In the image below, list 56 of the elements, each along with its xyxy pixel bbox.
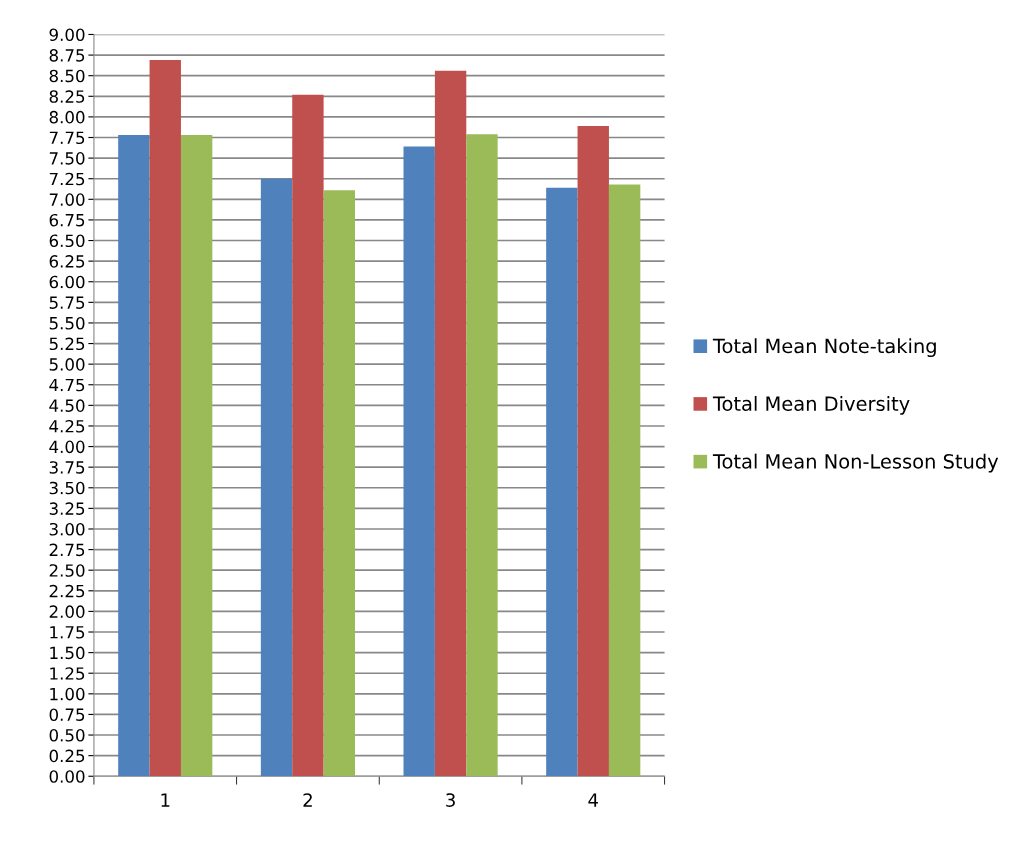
y-tick-label: 1.75 <box>50 626 85 639</box>
y-tick-label: 0.00 <box>49 770 85 783</box>
y-tick-label: 1.25 <box>50 667 85 680</box>
y-tick-label: 3.00 <box>49 522 85 536</box>
y-tick-label: 8.00 <box>49 110 85 124</box>
y-tick-label: 6.75 <box>49 213 85 227</box>
y-tick-label: 0.25 <box>49 749 85 763</box>
bar <box>118 135 150 777</box>
bar <box>466 134 498 777</box>
y-tick-label: 8.50 <box>49 69 85 83</box>
y-tick-label: 3.25 <box>49 502 85 515</box>
y-tick-label: 4.00 <box>49 440 85 454</box>
y-tick-label: 6.50 <box>49 234 85 248</box>
y-tick-label: 5.50 <box>49 316 85 330</box>
y-tick-label: 1.50 <box>50 646 85 660</box>
y-tick-label: 2.75 <box>49 543 85 557</box>
bar <box>292 94 324 777</box>
y-tick-label: 4.75 <box>49 378 85 392</box>
bar <box>608 184 641 777</box>
y-tick-label: 2.25 <box>49 584 85 598</box>
legend-label: Total Mean Non-Lesson Study <box>712 453 999 473</box>
bar <box>260 178 293 777</box>
y-tick-label: 5.00 <box>49 358 85 371</box>
y-tick-label: 6.25 <box>49 255 85 268</box>
y-tick-label: 7.00 <box>49 193 85 206</box>
y-tick-label: 7.75 <box>49 131 85 145</box>
legend-label: Total Mean Diversity <box>712 395 910 415</box>
x-tick-label: 4 <box>588 793 598 807</box>
y-tick-label: 3.50 <box>49 481 85 495</box>
x-tick-label: 1 <box>161 793 170 807</box>
y-tick-label: 3.75 <box>49 461 85 474</box>
y-tick-label: 5.25 <box>49 337 85 351</box>
bar <box>149 60 181 777</box>
y-tick-label: 0.75 <box>49 708 85 721</box>
x-tick-label: 3 <box>446 793 455 807</box>
y-tick-label: 0.50 <box>49 729 85 742</box>
y-tick-label: 9.00 <box>49 28 85 42</box>
bar <box>434 70 467 777</box>
y-tick-label: 5.75 <box>49 296 85 309</box>
y-tick-label: 6.00 <box>49 275 85 289</box>
y-tick-label: 4.25 <box>49 419 85 433</box>
y-tick-label: 2.00 <box>49 605 85 618</box>
bar <box>180 135 213 777</box>
bar <box>403 146 435 777</box>
x-tick-label: 2 <box>303 793 312 807</box>
legend-label: Total Mean Note-taking <box>712 338 936 358</box>
y-tick-label: 4.50 <box>49 399 85 412</box>
y-tick-label: 7.25 <box>49 172 85 186</box>
y-tick-label: 1.00 <box>50 687 85 701</box>
y-tick-label: 8.75 <box>49 49 85 62</box>
y-tick-label: 2.50 <box>49 564 85 577</box>
bar <box>323 190 355 777</box>
bar <box>546 187 578 777</box>
y-tick-label: 8.25 <box>49 90 85 103</box>
bar <box>577 125 609 777</box>
y-tick-label: 7.50 <box>49 152 85 165</box>
